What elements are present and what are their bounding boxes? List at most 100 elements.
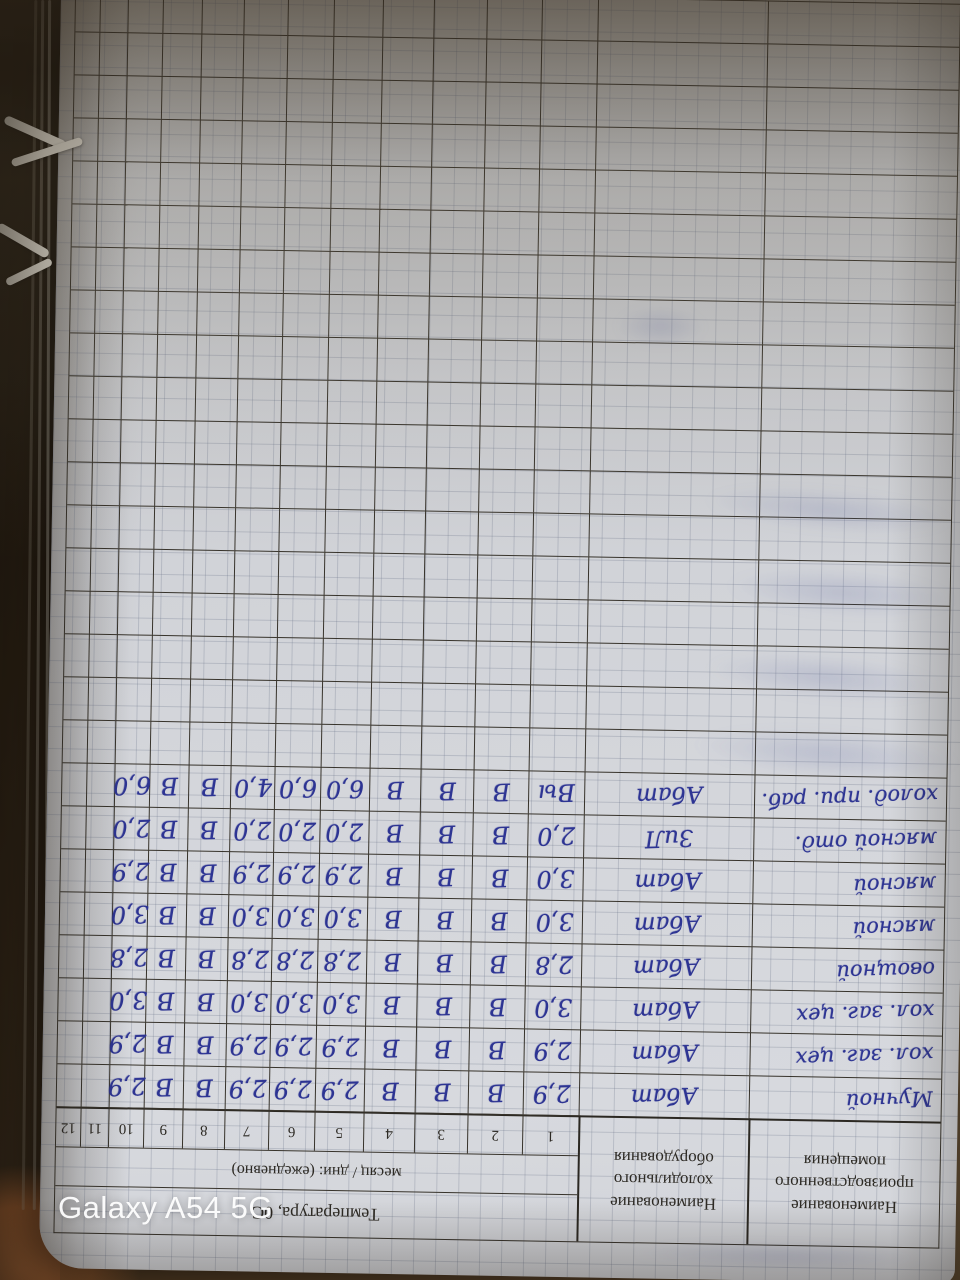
empty-cell: [478, 468, 534, 513]
day-value-cell: В: [368, 767, 421, 812]
day-number-cell: 4: [362, 1111, 415, 1153]
empty-cell: [767, 0, 960, 47]
day-number-cell: 11: [79, 1106, 109, 1148]
empty-cell: [115, 677, 152, 721]
handwritten-text: 2,0: [536, 821, 576, 851]
empty-cell: [528, 727, 586, 772]
empty-cell: [242, 34, 288, 79]
day-value-cell: В: [143, 1064, 184, 1109]
empty-cell: [283, 207, 331, 251]
day-value-cell: В: [415, 1026, 470, 1071]
day-value-cell: 2,9: [224, 1066, 270, 1110]
empty-cell: [485, 38, 542, 83]
day-value-cell: В: [145, 935, 186, 980]
empty-cell: [759, 430, 953, 477]
header-room: Наименование производственного помещения: [746, 1118, 941, 1248]
equipment-cell: Абат: [582, 857, 754, 904]
handwritten-text: мясной: [852, 914, 937, 942]
log-rows: Мучной Абат 2,9 В В В 2,9 2,9 2,9 В В 2,9 хол. заг. …: [56, 762, 947, 1122]
header-equipment: Наименование холодильного оборудования: [576, 1115, 749, 1245]
empty-cell: [331, 78, 382, 123]
empty-cell: [66, 504, 92, 548]
day-value-cell: В: [363, 1068, 416, 1113]
temperature-log-table: Наименование производственного помещения…: [53, 0, 960, 1249]
day-number-cell: 2: [466, 1113, 523, 1155]
table-header-band: Наименование производственного помещения…: [54, 1106, 941, 1248]
day-value-cell: 2,0: [273, 808, 320, 853]
handwritten-text: 2,9: [273, 1031, 313, 1061]
empty-cell: [192, 506, 236, 551]
handwritten-text: Абат: [634, 866, 703, 895]
empty-cell: [321, 680, 372, 725]
room-cell: мясной: [751, 903, 945, 950]
day-value-cell: 3,0: [524, 985, 581, 1030]
handwritten-text: 2,0: [111, 813, 152, 844]
day-value-cell: 2,8: [316, 938, 367, 983]
handwritten-text: В: [200, 772, 220, 802]
empty-cell: [63, 676, 89, 720]
empty-cell: [533, 469, 590, 514]
empty-cell: [331, 121, 381, 166]
room-cell: овощной: [750, 946, 944, 993]
day-value-cell: В: [148, 763, 189, 808]
empty-cell: [541, 0, 599, 41]
empty-cell: [74, 31, 100, 75]
handwritten-text: 2,8: [322, 946, 362, 976]
empty-cell: [191, 549, 235, 594]
handwritten-text: В: [491, 820, 510, 850]
day-value-cell: В: [187, 764, 231, 809]
empty-cell: [540, 39, 598, 84]
empty-cell: [484, 81, 541, 126]
handwritten-text: 3,0: [535, 864, 575, 894]
day-number-cell: 7: [223, 1109, 269, 1150]
empty-cell: [279, 421, 327, 466]
day-value-cell: 3,0: [317, 895, 368, 940]
handwritten-text: 2,9: [108, 1028, 148, 1059]
day-number-cell: 10: [107, 1107, 144, 1148]
empty-cell: [279, 464, 326, 509]
empty-cell: [70, 246, 96, 290]
handwritten-text: В: [433, 1034, 453, 1064]
notebook-page: Наименование производственного помещения…: [38, 0, 960, 1280]
empty-cell: [116, 591, 153, 635]
empty-cell: [590, 384, 762, 431]
day-value-cell: 2,8: [110, 935, 149, 979]
day-value-cell: 3,0: [316, 981, 366, 1026]
day-value-cell: В: [365, 982, 417, 1027]
empty-cell: [380, 79, 433, 124]
empty-cell: [90, 504, 120, 549]
empty-cell: [761, 344, 955, 391]
empty-cell: [93, 332, 123, 377]
handwritten-text: В: [157, 900, 177, 930]
equipment-cell: Абат: [583, 771, 755, 818]
empty-cell: [152, 548, 193, 593]
day-value-cell: В: [419, 811, 473, 856]
day-value-cell: [61, 762, 87, 806]
handwritten-text: 2,9: [320, 1075, 360, 1105]
handwritten-text: В: [154, 1072, 174, 1102]
day-value-cell: В: [145, 978, 185, 1023]
empty-cell: [199, 76, 243, 121]
empty-cell: [97, 117, 126, 162]
empty-cell: [328, 250, 379, 295]
empty-cell: [476, 554, 533, 599]
empty-cell: [277, 550, 325, 595]
day-value-cell: [84, 848, 114, 893]
empty-cell: [151, 591, 192, 636]
empty-cell: [119, 462, 155, 506]
handwritten-text: 3,0: [274, 988, 314, 1018]
empty-cell: [480, 339, 537, 384]
empty-cell: [236, 378, 282, 422]
empty-cell: [475, 640, 531, 685]
empty-cell: [369, 724, 422, 769]
day-value-cell: [82, 977, 111, 1022]
empty-cell: [154, 462, 194, 507]
empty-cell: [284, 164, 332, 208]
day-value-cell: В: [414, 1069, 469, 1114]
day-value-cell: В: [183, 1022, 227, 1067]
handwritten-text: В: [381, 1033, 401, 1063]
equipment-cell: Абат: [578, 1072, 750, 1119]
day-value-cell: 2,9: [111, 849, 150, 893]
empty-cell: [324, 508, 375, 553]
